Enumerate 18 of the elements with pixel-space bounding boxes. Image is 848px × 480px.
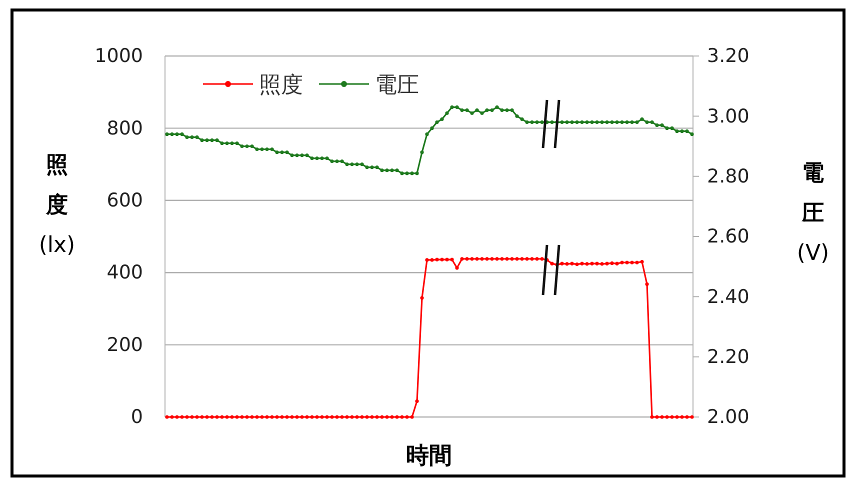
y2-tick-label: 2.00 [707, 406, 750, 428]
y2-tick-label: 2.80 [707, 165, 750, 188]
legend-label: 照度 [259, 73, 303, 98]
y-tick-label: 800 [106, 117, 143, 140]
y2-tick-label: 2.20 [707, 346, 750, 368]
y-tick-label: 0 [130, 406, 143, 428]
y-tick-label: 600 [106, 189, 143, 212]
y2-tick-label: 2.60 [707, 226, 750, 248]
y-tick-label: 200 [106, 334, 143, 356]
y-tick-label: 400 [106, 262, 143, 284]
y2-tick-label: 2.40 [707, 286, 750, 308]
y-tick-label: 1000 [94, 45, 143, 68]
y2-tick-label: 3.00 [707, 105, 750, 128]
y-axis-title: 照度 (lx) [38, 153, 76, 258]
y2-tick-label: 3.20 [707, 45, 750, 68]
y2-axis-title: 電圧 (V) [796, 161, 830, 266]
legend-label: 電圧 [375, 73, 419, 98]
x-axis-title: 時間 [406, 443, 452, 469]
